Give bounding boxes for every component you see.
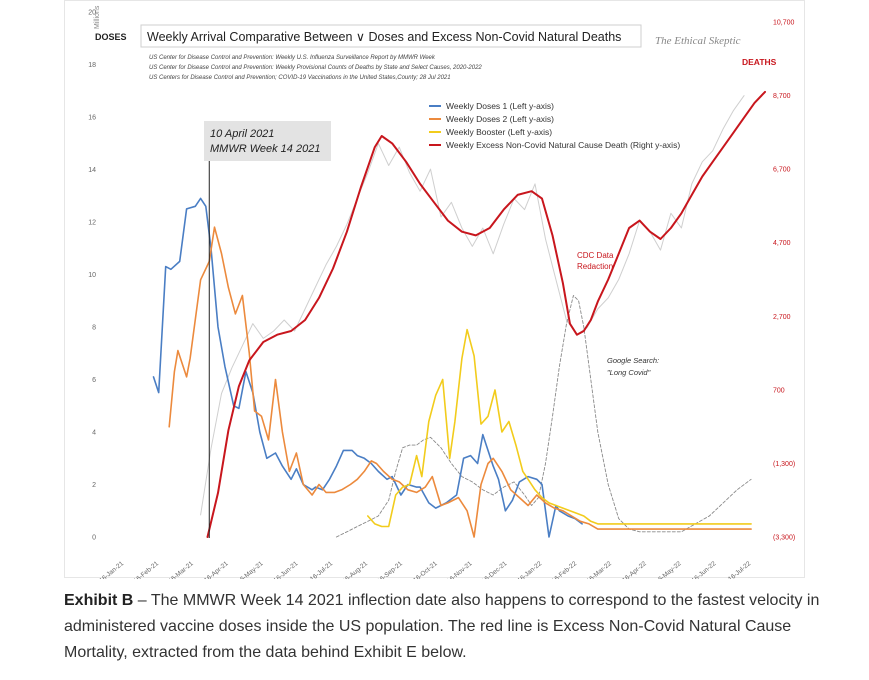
x-tick-label: 16-Dec-21 [481,560,509,579]
x-tick-label: 16-Nov-21 [446,560,474,579]
figure-caption: Exhibit B – The MMWR Week 14 2021 inflec… [64,588,824,666]
mmwr-annotation-line-2: MMWR Week 14 2021 [210,143,320,155]
left-tick-label: 10 [88,272,96,279]
right-tick-label: 10,700 [773,20,795,27]
mmwr-annotation-line-1: 10 April 2021 [210,128,274,140]
source-line-1: US Center for Disease Control and Preven… [149,55,436,61]
right-tick-label: 8,700 [773,93,791,100]
x-tick-label: 16-Jun-21 [272,560,299,579]
series-line-0 [152,197,583,538]
google-search-line-1: Google Search: [607,356,659,365]
legend-entry: Weekly Booster (Left y-axis) [446,127,552,137]
chart-figure: Millions DOSES Weekly Arrival Comparativ… [64,0,805,579]
watermark: The Ethical Skeptic [655,35,741,47]
right-tick-label: 700 [773,387,785,394]
x-tick-label: 16-Jan-22 [516,560,543,579]
x-tick-label: 16-Sep-21 [376,560,404,579]
left-tick-label: 8 [92,325,96,332]
caption-text: – The MMWR Week 14 2021 inflection date … [64,592,820,661]
series-line-5 [335,295,752,538]
caption-label: Exhibit B [64,592,134,609]
x-tick-label: 16-Jan-21 [98,560,125,579]
left-tick-label: 0 [92,535,96,542]
x-tick-label: 16-Jun-22 [691,560,718,579]
cdc-redaction-line-2: Redaction [577,262,613,271]
x-tick-label: 16-Apr-22 [621,560,648,579]
left-tick-label: 16 [88,115,96,122]
left-axis-label: DOSES [95,32,127,42]
x-tick-label: 16-May-22 [654,560,683,579]
x-tick-label: 16-Oct-21 [412,560,439,579]
x-tick-label: 16-Mar-21 [167,560,195,579]
right-axis-label: DEATHS [742,57,777,67]
legend-entry: Weekly Doses 1 (Left y-axis) [446,101,554,111]
x-tick-label: 16-Feb-22 [551,560,579,579]
x-tick-label: 16-Feb-21 [133,560,161,579]
right-tick-label: 2,700 [773,314,791,321]
x-tick-label: 16-Apr-21 [203,560,230,579]
title-box [140,24,642,48]
series-line-2 [366,328,752,528]
left-tick-label: 12 [88,220,96,227]
source-line-2: US Center for Disease Control and Preven… [149,65,482,71]
left-tick-label: 4 [92,430,96,437]
mmwr-annotation-box [204,121,331,161]
left-tick-label: 6 [92,377,96,384]
source-line-3: US Centers for Disease Control and Preve… [149,75,451,81]
left-axis-unit: Millions [94,5,101,29]
left-tick-label: 14 [88,167,96,174]
chart-title: Weekly Arrival Comparative Between ∨ Dos… [147,30,621,44]
x-tick-label: 16-Jul-21 [309,560,335,579]
right-tick-label: 4,700 [773,240,791,247]
left-tick-label: 20 [88,10,96,17]
google-search-line-2: "Long Covid" [607,368,651,377]
right-tick-label: (1,300) [773,461,795,468]
legend-entry: Weekly Excess Non-Covid Natural Cause De… [446,140,680,150]
series-line-3 [206,90,766,538]
right-tick-label: 6,700 [773,167,791,174]
x-tick-label: 16-Jul-22 [727,560,753,579]
right-tick-label: (3,300) [773,535,795,542]
x-tick-label: 16-May-21 [236,560,265,579]
cdc-redaction-line-1: CDC Data [577,251,614,260]
legend-entry: Weekly Doses 2 (Left y-axis) [446,114,554,124]
series-line-4 [200,95,745,516]
series-line-1 [168,226,752,538]
left-tick-label: 2 [92,482,96,489]
left-tick-label: 18 [88,62,96,69]
chart-svg: Millions DOSES Weekly Arrival Comparativ… [88,5,795,579]
x-tick-label: 16-Mar-22 [586,560,614,579]
x-tick-label: 16-Aug-21 [341,560,369,579]
